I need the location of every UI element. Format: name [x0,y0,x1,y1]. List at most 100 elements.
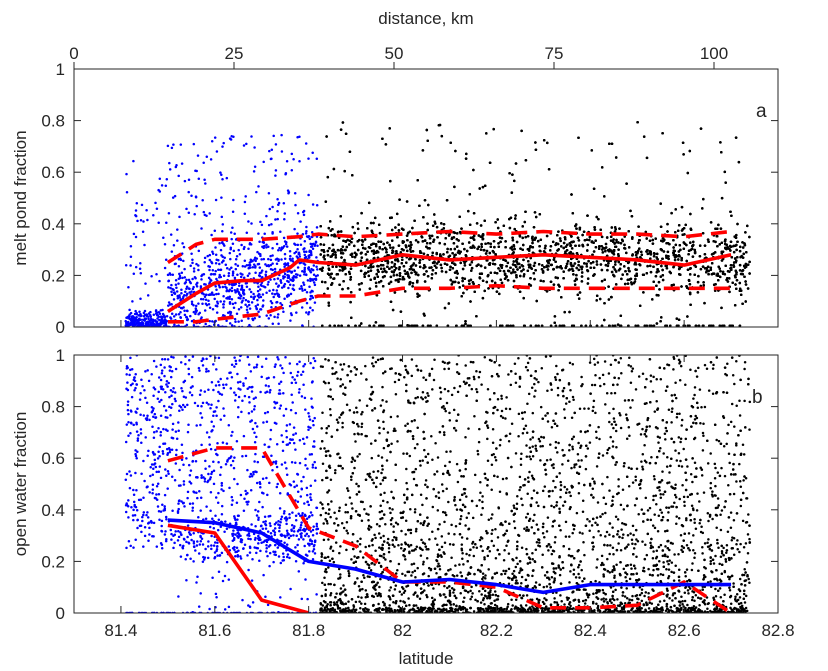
melt-pond-point-blue [248,288,251,291]
melt-pond-point-blue [246,274,250,277]
melt-pond-point-blue [239,275,243,279]
melt-pond-point-blue [203,178,206,181]
melt-pond-point-blue [315,256,318,259]
melt-pond-point-blue [221,285,225,289]
melt-pond-point-blue [228,322,232,325]
melt-pond-point-blue [239,272,242,275]
melt-pond-point-blue [156,317,159,320]
melt-pond-point-blue [260,258,263,261]
melt-pond-point-blue [143,317,147,320]
melt-pond-point-blue [271,292,274,295]
melt-pond-point-black [342,280,345,283]
melt-pond-point-blue [207,299,210,302]
melt-pond-point-blue [193,213,196,216]
melt-pond-point-blue [211,268,215,272]
melt-pond-point-blue [288,283,292,287]
melt-pond-point-blue [254,304,258,308]
melt-pond-point-blue [165,178,169,181]
melt-pond-point-black [702,197,705,201]
melt-pond-point-blue [290,168,294,172]
melt-pond-point-blue [249,290,253,294]
melt-pond-point-blue [131,300,134,303]
melt-pond-point-blue [231,302,235,306]
melt-pond-point-blue [316,244,319,247]
melt-pond-point-black [600,235,604,239]
melt-pond-point-blue [167,212,171,215]
melt-pond-point-blue [312,273,316,276]
melt-pond-point-blue [167,279,171,282]
melt-pond-point-blue [169,233,173,236]
melt-pond-point-blue [280,133,283,137]
melt-pond-point-blue [268,289,271,293]
melt-pond-point-blue [171,273,175,277]
melt-pond-point-blue [262,257,266,261]
melt-pond-point-blue [237,307,241,311]
melt-pond-point-blue [287,280,290,284]
melt-pond-point-blue [256,294,260,298]
melt-pond-point-blue [283,275,286,279]
melt-pond-point-blue [138,310,141,313]
melt-pond-point-blue [174,262,177,266]
melt-pond-point-blue [174,283,178,287]
melt-pond-point-blue [185,316,189,319]
melt-pond-point-blue [283,265,286,269]
melt-pond-point-blue [192,142,196,146]
melt-pond-point-blue [202,210,206,214]
melt-pond-point-blue [306,279,310,282]
melt-pond-point-blue [187,178,191,182]
melt-pond-point-blue [183,313,187,317]
melt-pond-point-black [382,324,385,327]
melt-pond-point-blue [289,319,292,322]
melt-pond-point-blue [210,233,213,237]
melt-pond-point-black [729,240,733,243]
melt-pond-point-black [738,263,742,267]
melt-pond-point-blue [271,247,274,250]
melt-pond-point-blue [295,311,298,314]
melt-pond-point-black [665,266,669,270]
melt-pond-point-blue [208,258,212,262]
melt-pond-point-blue [314,277,318,281]
melt-pond-point-blue [291,260,295,263]
melt-pond-point-blue [276,198,279,201]
melt-pond-point-blue [157,221,160,224]
melt-pond-point-blue [304,273,308,276]
melt-pond-point-blue [139,261,142,265]
melt-pond-point-blue [170,290,173,294]
melt-pond-point-blue [313,243,317,246]
melt-pond-point-blue [210,261,214,265]
melt-pond-point-blue [302,281,305,284]
melt-pond-point-blue [265,214,268,218]
melt-pond-point-blue [231,271,235,275]
melt-pond-point-black [533,277,536,281]
melt-pond-point-blue [182,245,186,249]
melt-pond-point-blue [236,273,239,276]
melt-pond-point-blue [252,292,255,296]
melt-pond-point-blue [290,152,294,156]
melt-pond-point-blue [270,305,273,309]
melt-pond-point-blue [311,296,315,299]
melt-pond-point-blue [208,293,212,296]
melt-pond-point-blue [260,269,264,272]
melt-pond-point-blue [213,136,217,139]
melt-pond-point-blue [300,287,304,290]
melt-pond-point-blue [221,314,225,317]
melt-pond-point-blue [195,262,198,266]
melt-pond-point-blue [142,220,145,223]
melt-pond-point-blue [147,323,151,327]
melt-pond-point-blue [138,323,141,327]
melt-pond-point-blue [245,281,249,285]
melt-pond-point-blue [134,265,138,269]
melt-pond-point-blue [214,261,218,265]
melt-pond-point-blue [165,319,169,323]
melt-pond-point-blue [303,253,307,257]
melt-pond-point-blue [315,157,319,160]
melt-pond-point-blue [231,210,235,214]
melt-pond-point-blue [204,182,207,185]
melt-pond-point-blue [316,274,319,277]
melt-pond-point-blue [309,277,312,281]
melt-pond-point-blue [250,301,254,304]
melt-pond-point-blue [185,207,188,211]
melt-pond-point-black [640,250,643,254]
melt-pond-point-blue [139,318,143,322]
melt-pond-point-blue [203,261,206,264]
